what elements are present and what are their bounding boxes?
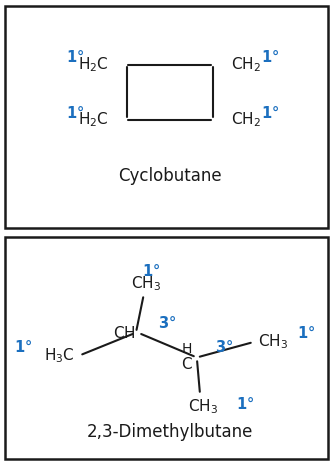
- Text: $\mathregular{C}$: $\mathregular{C}$: [181, 356, 192, 372]
- Text: $\mathregular{H}$: $\mathregular{H}$: [181, 342, 192, 356]
- Text: $\mathbf{1°}$: $\mathbf{1°}$: [297, 325, 315, 341]
- Text: 2,3-Dimethylbutane: 2,3-Dimethylbutane: [87, 423, 253, 441]
- Text: $\mathregular{CH}$: $\mathregular{CH}$: [113, 325, 136, 340]
- Text: $\mathbf{1°}$: $\mathbf{1°}$: [143, 263, 161, 280]
- Text: $\mathregular{H_2C}$: $\mathregular{H_2C}$: [78, 55, 108, 74]
- Text: $\mathregular{CH_3}$: $\mathregular{CH_3}$: [258, 333, 288, 351]
- Text: $\mathregular{H_3C}$: $\mathregular{H_3C}$: [44, 346, 75, 365]
- Text: $\mathbf{1°}$: $\mathbf{1°}$: [66, 49, 84, 65]
- Text: $\mathregular{CH_3}$: $\mathregular{CH_3}$: [132, 274, 162, 293]
- Text: $\mathregular{CH_3}$: $\mathregular{CH_3}$: [188, 397, 218, 415]
- Text: $\mathbf{1°}$: $\mathbf{1°}$: [14, 339, 32, 355]
- Text: $\mathregular{CH_2}$: $\mathregular{CH_2}$: [231, 111, 261, 129]
- Text: $\mathbf{3°}$: $\mathbf{3°}$: [215, 339, 233, 354]
- Text: $\mathbf{1°}$: $\mathbf{1°}$: [236, 396, 255, 412]
- Text: $\mathbf{1°}$: $\mathbf{1°}$: [66, 105, 84, 121]
- Text: Cyclobutane: Cyclobutane: [118, 167, 222, 184]
- Text: $\mathregular{H_2C}$: $\mathregular{H_2C}$: [78, 111, 108, 129]
- Text: $\mathbf{1°}$: $\mathbf{1°}$: [261, 49, 279, 65]
- Text: $\mathbf{3°}$: $\mathbf{3°}$: [158, 316, 176, 331]
- Text: $\mathregular{CH_2}$: $\mathregular{CH_2}$: [231, 55, 261, 74]
- Text: $\mathbf{1°}$: $\mathbf{1°}$: [261, 105, 279, 121]
